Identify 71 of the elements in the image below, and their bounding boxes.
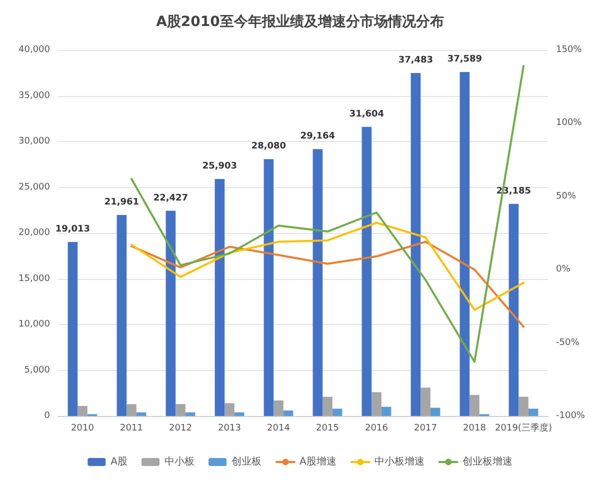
legend-label: 中小板增速 — [374, 456, 424, 468]
legend-label: A股 — [110, 456, 128, 468]
data-label: 21,961 — [104, 198, 140, 208]
bar — [234, 412, 244, 416]
bar — [332, 408, 342, 416]
x-tick-label: 2018 — [463, 424, 486, 434]
data-label: 28,080 — [251, 142, 286, 152]
legend-label: 创业板 — [232, 456, 262, 468]
bar — [518, 396, 528, 416]
bar — [214, 178, 225, 416]
y-tick-label: 35,000 — [18, 90, 50, 101]
data-label: 19,013 — [55, 224, 90, 235]
y-tick-label: 10,000 — [18, 320, 50, 330]
x-tick-label: 2012 — [169, 424, 192, 434]
bar — [264, 159, 274, 416]
x-tick-label: 2017 — [414, 424, 437, 434]
y2-tick-label: -50% — [556, 338, 580, 348]
y-tick-label: 0 — [44, 411, 50, 421]
bar — [381, 406, 392, 416]
y2-tick-label: 0% — [556, 264, 571, 275]
bar — [508, 204, 519, 416]
x-tick-label: 2010 — [71, 424, 94, 434]
bar — [528, 408, 538, 416]
bar — [224, 403, 234, 416]
legend-label: 创业板增速 — [462, 456, 512, 468]
bar — [126, 404, 136, 416]
bar — [362, 126, 372, 416]
bar — [322, 396, 332, 416]
data-label: 31,604 — [349, 109, 384, 120]
bar — [312, 149, 323, 416]
bar — [185, 412, 196, 416]
y2-tick-label: 100% — [556, 118, 582, 128]
bar — [410, 73, 421, 416]
bar — [460, 72, 470, 416]
y-tick-label: 5,000 — [24, 365, 50, 376]
bar — [372, 392, 382, 416]
line-series — [130, 240, 524, 328]
y2-tick-label: 50% — [556, 191, 576, 202]
data-label: 29,164 — [300, 132, 336, 142]
data-label: 22,427 — [153, 193, 188, 204]
bar — [166, 210, 176, 416]
x-tick-label: 2014 — [267, 424, 290, 434]
bar — [136, 412, 146, 416]
data-label: 37,589 — [447, 54, 482, 65]
y2-tick-label: 150% — [556, 45, 582, 55]
y-tick-label: 20,000 — [18, 228, 50, 238]
line-series — [130, 222, 524, 311]
x-tick-label: 2019(三季度) — [495, 422, 552, 434]
y-tick-label: 40,000 — [18, 45, 50, 55]
y2-tick-label: -100% — [556, 411, 586, 421]
y-tick-label: 25,000 — [18, 182, 50, 192]
x-tick-label: 2011 — [120, 424, 143, 434]
bar — [176, 404, 186, 416]
x-tick-label: 2013 — [218, 424, 241, 434]
legend-label: 中小板 — [164, 456, 194, 468]
bar — [283, 410, 294, 416]
chart-title: A股2010至今年报业绩及增速分市场情况分布 — [156, 13, 444, 30]
bar — [274, 400, 284, 416]
bar — [116, 215, 127, 416]
bar — [78, 406, 88, 416]
x-tick-label: 2016 — [365, 424, 388, 434]
bar — [430, 408, 440, 416]
x-tick-label: 2015 — [316, 424, 339, 434]
data-label: 37,483 — [398, 56, 434, 66]
data-label: 25,903 — [202, 161, 238, 172]
y-tick-label: 30,000 — [18, 136, 50, 146]
y-tick-label: 15,000 — [18, 274, 50, 284]
bar — [470, 394, 480, 416]
legend-label: A股增速 — [300, 456, 336, 468]
bar — [68, 242, 78, 416]
bar — [420, 388, 430, 416]
